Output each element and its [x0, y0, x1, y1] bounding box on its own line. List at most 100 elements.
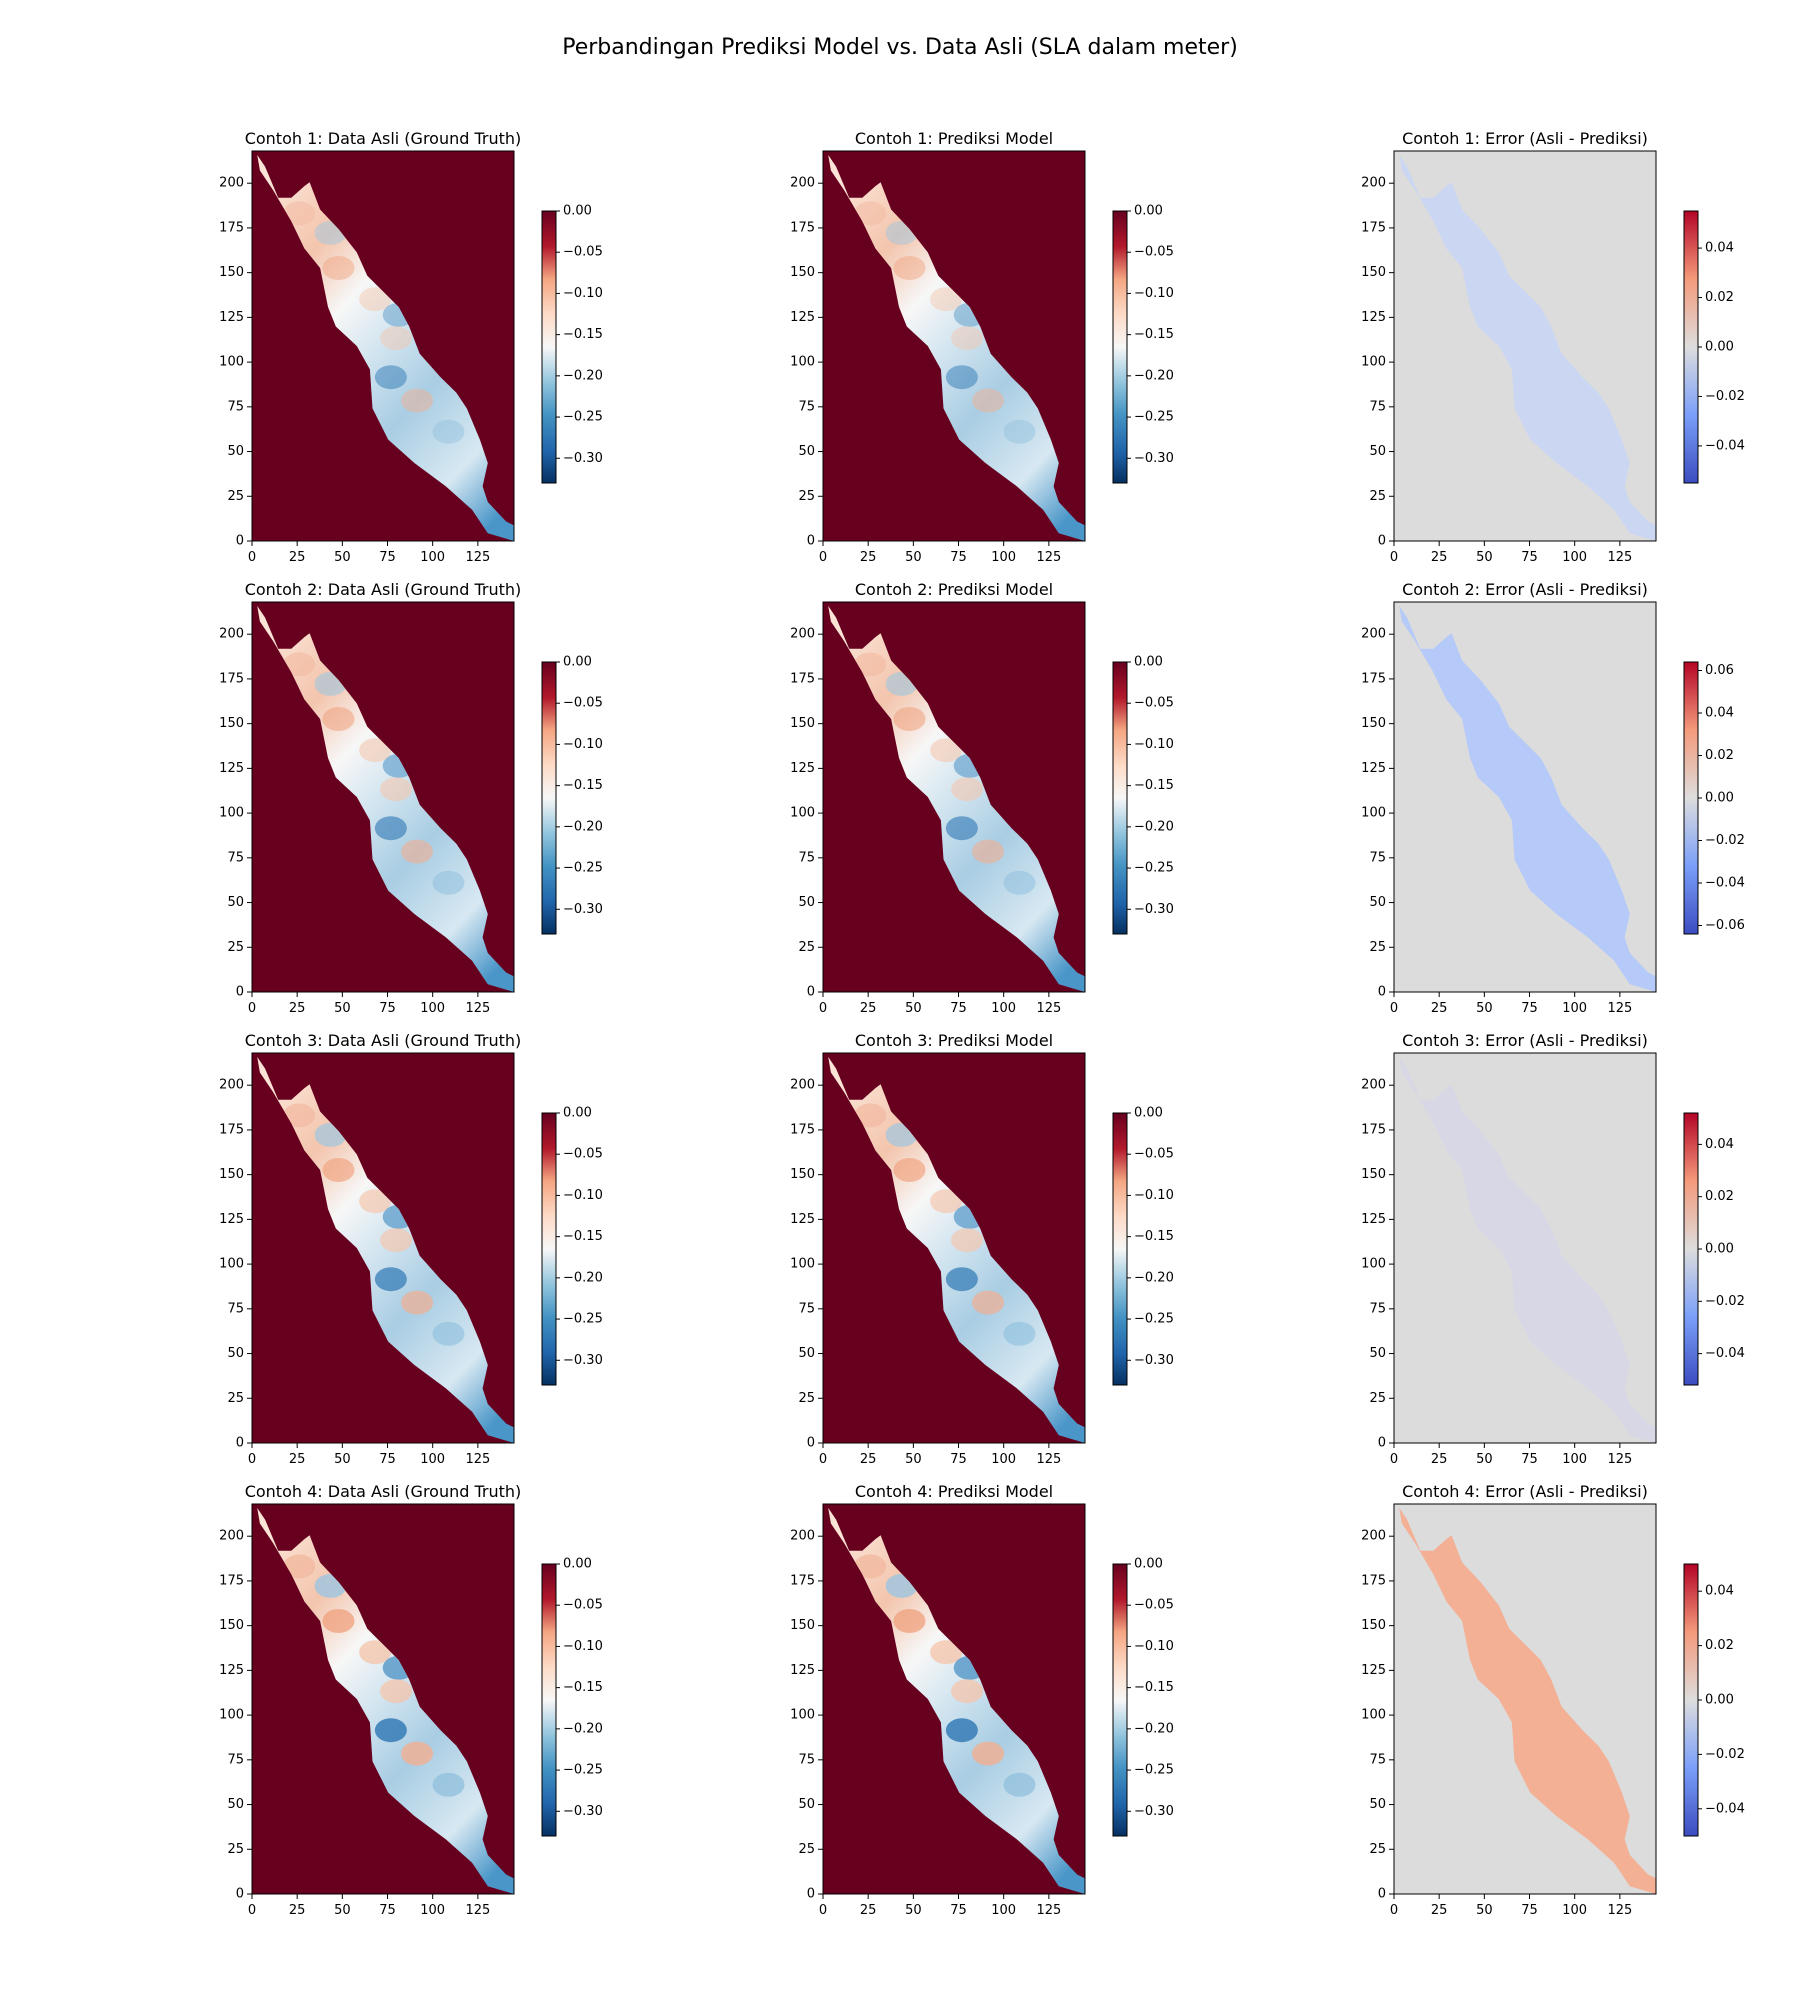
colorbar-tick-label: 0.04: [1705, 241, 1734, 256]
y-tick-label: 25: [1369, 1842, 1386, 1857]
colorbar-tick-label: −0.20: [563, 1270, 603, 1285]
x-tick-label: 125: [1036, 1001, 1061, 1016]
axes-frame: [1393, 150, 1657, 542]
x-tick-label: 75: [379, 1903, 396, 1918]
subplot-title: Contoh 3: Error (Asli - Prediksi): [1402, 1031, 1648, 1050]
colorbar-tick-label: −0.25: [563, 1763, 603, 1778]
x-tick-label: 25: [860, 550, 877, 565]
anomaly-eddy: [972, 1741, 1005, 1766]
colorbar-tick-label: −0.25: [1134, 410, 1174, 425]
subplot-12: Contoh 4: Error (Asli - Prediksi) 0 25 50 75…: [1361, 1482, 1745, 1918]
x-tick-label: 50: [905, 1452, 922, 1467]
x-tick-label: 75: [950, 1452, 967, 1467]
colorbar-tick-label: −0.20: [563, 1721, 603, 1736]
subplot-7: Contoh 3: Data Asli (Ground Truth) 0 25 50 7…: [219, 1031, 603, 1467]
x-tick-label: 75: [950, 1903, 967, 1918]
y-tick-label: 200: [790, 1078, 815, 1093]
axes-frame: [822, 601, 1086, 993]
colorbar-tick-label: −0.30: [1134, 902, 1174, 917]
y-tick-label: 50: [798, 444, 815, 459]
colorbar-tick-label: −0.15: [1134, 327, 1174, 342]
colorbar: [541, 1112, 557, 1386]
colorbar-tick-label: 0.04: [1705, 706, 1734, 721]
y-tick-label: 150: [790, 716, 815, 731]
y-tick-label: 100: [219, 1257, 244, 1272]
colorbar-tick-label: −0.05: [1134, 1147, 1174, 1162]
x-tick-label: 0: [819, 1001, 827, 1016]
axes-frame: [822, 1503, 1086, 1895]
y-tick-label: 0: [807, 985, 815, 1000]
y-tick-label: 100: [790, 355, 815, 370]
anomaly-eddy: [893, 1158, 926, 1182]
anomaly-eddy: [854, 1103, 887, 1128]
x-tick-label: 75: [379, 1452, 396, 1467]
y-tick-label: 75: [227, 1301, 244, 1316]
colorbar-tick-label: −0.10: [1134, 286, 1174, 301]
sea-surface-field: [257, 1056, 514, 1443]
y-tick-label: 125: [219, 1212, 244, 1227]
y-tick-label: 25: [1369, 940, 1386, 955]
axes-frame: [1393, 1503, 1657, 1895]
anomaly-eddy: [374, 1267, 407, 1292]
x-tick-label: 75: [1521, 1903, 1538, 1918]
colorbar-tick-label: −0.02: [1705, 1747, 1745, 1762]
subplot-8: Contoh 3: Prediksi Model 0 25 50 75 100 125 0 25…: [790, 1031, 1174, 1467]
anomaly-eddy: [380, 1679, 413, 1704]
y-tick-label: 175: [219, 220, 244, 235]
sea-surface-field: [828, 154, 1085, 541]
colorbar-tick-label: −0.15: [1134, 778, 1174, 793]
y-tick-label: 200: [219, 627, 244, 642]
colorbar-tick-label: −0.15: [1134, 1680, 1174, 1695]
y-tick-label: 50: [227, 444, 244, 459]
colorbar-tick-label: −0.30: [1134, 1804, 1174, 1819]
x-tick-label: 100: [991, 550, 1016, 565]
y-tick-label: 75: [1369, 1752, 1386, 1767]
y-tick-label: 125: [790, 1663, 815, 1678]
y-tick-label: 175: [1361, 220, 1386, 235]
axes-frame: [822, 150, 1086, 542]
y-tick-label: 75: [798, 1752, 815, 1767]
y-tick-label: 50: [798, 1797, 815, 1812]
anomaly-eddy: [930, 1189, 963, 1214]
anomaly-eddy: [283, 201, 316, 226]
y-tick-label: 25: [1369, 489, 1386, 504]
colorbar-tick-label: 0.00: [563, 204, 592, 219]
x-tick-label: 50: [1476, 1452, 1493, 1467]
subplot-4: Contoh 2: Data Asli (Ground Truth) 0 25 50 7…: [219, 580, 603, 1016]
colorbar: [541, 1563, 557, 1837]
x-tick-label: 0: [819, 1452, 827, 1467]
anomaly-eddy: [374, 816, 407, 841]
y-tick-label: 150: [790, 265, 815, 280]
y-tick-label: 150: [1361, 1167, 1386, 1182]
colorbar-tick-label: 0.00: [1705, 340, 1734, 355]
anomaly-eddy: [930, 287, 963, 312]
sea-surface-field: [257, 1507, 514, 1894]
colorbar-tick-label: −0.10: [563, 737, 603, 752]
anomaly-eddy: [432, 870, 465, 895]
y-tick-label: 50: [227, 895, 244, 910]
y-tick-label: 25: [798, 1842, 815, 1857]
subplot-title: Contoh 3: Prediksi Model: [855, 1031, 1053, 1050]
y-tick-label: 200: [790, 627, 815, 642]
colorbar-tick-label: −0.30: [1134, 451, 1174, 466]
colorbar-tick-label: −0.10: [1134, 1639, 1174, 1654]
y-tick-label: 75: [1369, 399, 1386, 414]
y-tick-label: 175: [219, 1122, 244, 1137]
x-tick-label: 100: [420, 1001, 445, 1016]
y-tick-label: 125: [219, 1663, 244, 1678]
axes-frame: [251, 601, 515, 993]
subplot-title: Contoh 3: Data Asli (Ground Truth): [245, 1031, 522, 1050]
colorbar-tick-label: −0.06: [1705, 918, 1745, 933]
subplot-title: Contoh 2: Error (Asli - Prediksi): [1402, 580, 1648, 599]
y-tick-label: 25: [798, 1391, 815, 1406]
x-tick-label: 100: [1562, 550, 1587, 565]
x-tick-label: 0: [248, 1903, 256, 1918]
axes-frame: [251, 1503, 515, 1895]
x-tick-label: 25: [1431, 1452, 1448, 1467]
y-tick-label: 175: [1361, 1573, 1386, 1588]
anomaly-eddy: [359, 287, 392, 312]
x-tick-label: 125: [1607, 1001, 1632, 1016]
colorbar-tick-label: −0.05: [563, 696, 603, 711]
colorbar-tick-label: −0.20: [1134, 1721, 1174, 1736]
x-tick-label: 125: [465, 1452, 490, 1467]
